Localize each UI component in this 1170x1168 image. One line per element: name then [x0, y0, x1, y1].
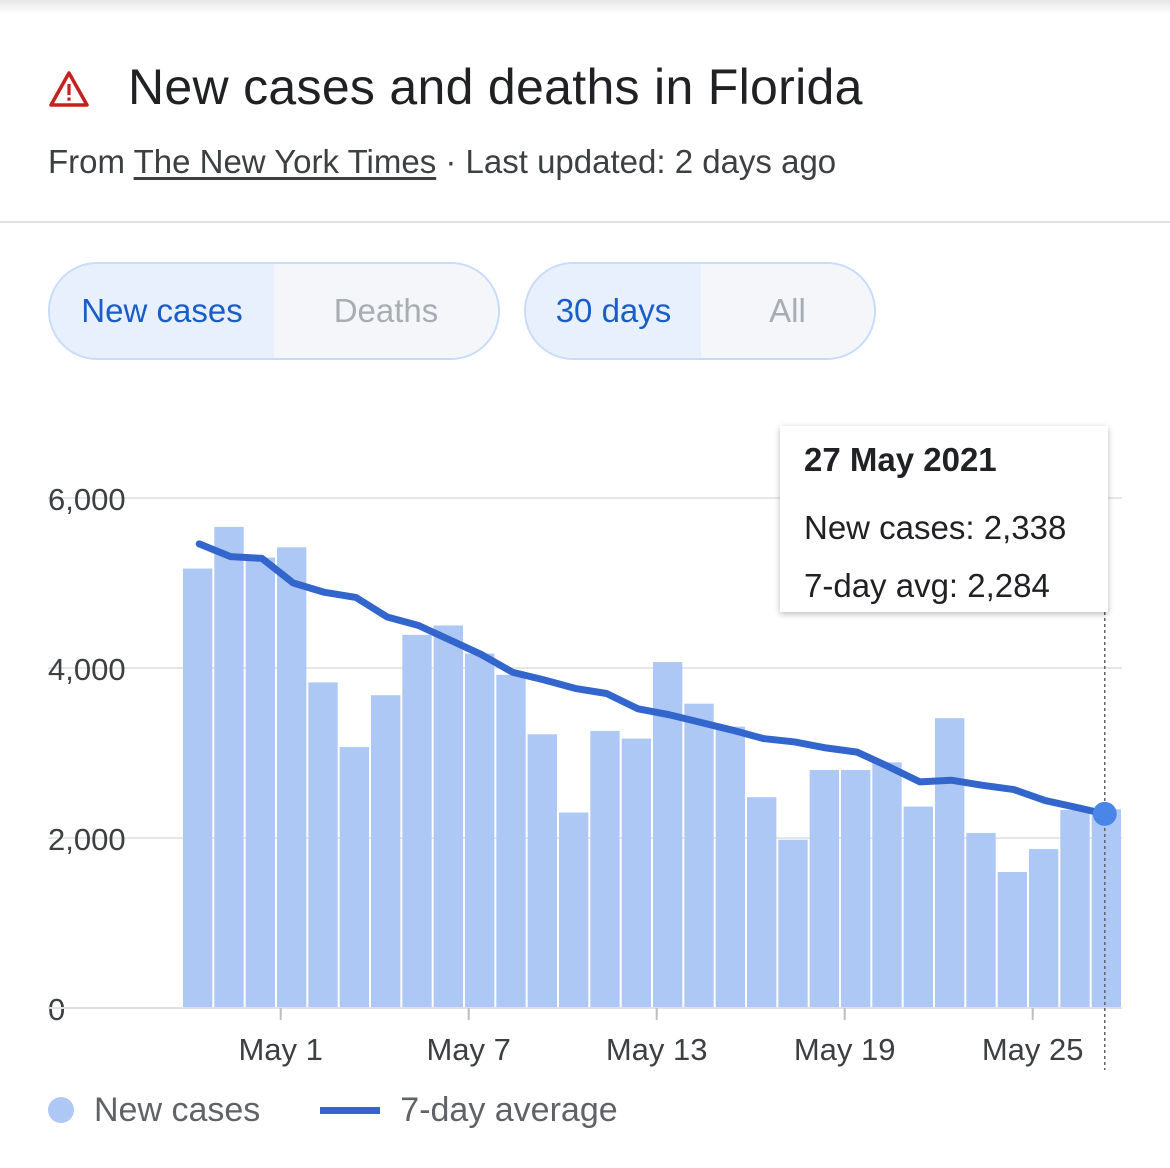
page-title: New cases and deaths in Florida [128, 59, 863, 115]
y-tick-label: 2,000 [48, 822, 126, 857]
bar [277, 547, 307, 1008]
bar [903, 806, 933, 1008]
bar [872, 762, 902, 1008]
cases-chart[interactable]: 0 2,000 4,000 6,000 May 1 May 7 May 13 May 19 Ma… [0, 380, 1170, 1080]
bar [841, 770, 871, 1008]
bar [527, 734, 557, 1008]
source-link[interactable]: The New York Times [133, 143, 437, 180]
x-tick-label: May 13 [606, 1032, 708, 1067]
bar [339, 747, 369, 1008]
range-toggle: 30 days All [524, 262, 876, 360]
bar [621, 738, 651, 1008]
bar [997, 872, 1027, 1008]
y-tick-label: 0 [48, 992, 65, 1027]
x-tick-label: May 25 [982, 1032, 1084, 1067]
bar [559, 812, 589, 1008]
x-tick-label: May 1 [238, 1032, 322, 1067]
bar [590, 730, 620, 1008]
source-line: From The New York Times · Last updated: … [48, 143, 836, 181]
bar [245, 557, 275, 1008]
bar [935, 718, 965, 1008]
bar [465, 653, 495, 1008]
y-tick-label: 6,000 [48, 482, 126, 517]
bar [1029, 849, 1059, 1008]
bar [747, 797, 777, 1008]
bar [966, 832, 996, 1008]
bar [214, 526, 244, 1008]
tab-all[interactable]: All [701, 264, 874, 358]
tab-30-days[interactable]: 30 days [526, 264, 701, 358]
tooltip-new-cases: New cases: 2,338 [804, 509, 1067, 546]
highlight-point [1092, 801, 1117, 826]
source-prefix: From [48, 143, 125, 180]
top-shadow [0, 0, 1170, 14]
tooltip-avg: 7-day avg: 2,284 [804, 567, 1050, 604]
header-divider [0, 221, 1170, 223]
x-tick-label: May 7 [426, 1032, 510, 1067]
bar [371, 695, 401, 1008]
tab-deaths[interactable]: Deaths [274, 264, 498, 358]
bar [1060, 809, 1090, 1008]
y-tick-label: 4,000 [48, 652, 126, 687]
legend-7-day-average: 7-day average [400, 1090, 618, 1129]
bar [778, 839, 808, 1008]
last-updated: · Last updated: 2 days ago [445, 143, 837, 180]
bar [715, 726, 745, 1008]
chart-legend: New cases 7-day average [48, 1088, 618, 1132]
x-tick-label: May 19 [794, 1032, 896, 1067]
legend-new-cases: New cases [94, 1090, 261, 1129]
legend-bar-swatch [48, 1097, 74, 1123]
seven-day-average-line [195, 540, 1109, 818]
bar [402, 634, 432, 1008]
bar [308, 682, 338, 1008]
legend-line-swatch [320, 1106, 381, 1114]
metric-toggle: New cases Deaths [48, 262, 500, 360]
bar [684, 703, 714, 1008]
chart-tooltip: 27 May 2021 New cases: 2,338 7-day avg: … [780, 426, 1108, 612]
bar [496, 674, 526, 1008]
card-header: New cases and deaths in Florida From The… [0, 0, 1170, 222]
bar [433, 625, 463, 1008]
bar [183, 568, 213, 1008]
bar [809, 770, 839, 1008]
tooltip-date: 27 May 2021 [804, 441, 997, 478]
bar [1091, 809, 1121, 1008]
warning-triangle-icon[interactable] [48, 70, 90, 108]
tab-new-cases[interactable]: New cases [50, 264, 274, 358]
